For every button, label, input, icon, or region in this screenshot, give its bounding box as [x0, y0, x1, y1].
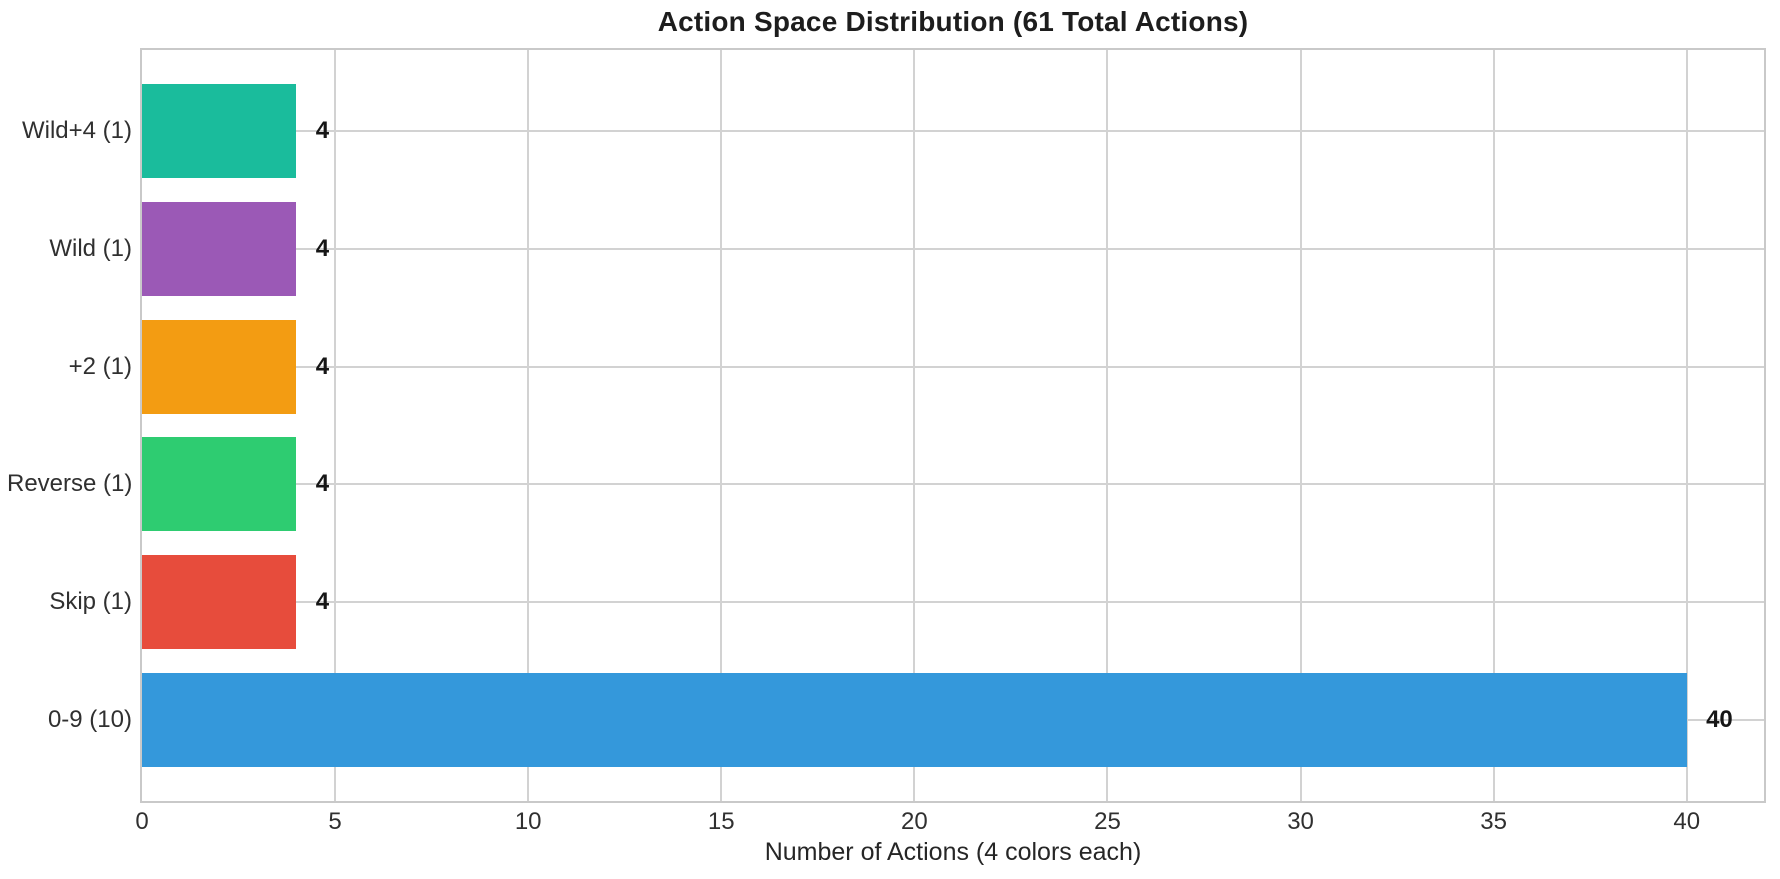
gridline-vertical-25	[1106, 50, 1109, 801]
bar-value-label-5: 40	[1706, 705, 1733, 733]
bar-3	[142, 437, 297, 532]
x-tick-label-35: 35	[1480, 808, 1508, 835]
bar-2	[142, 319, 297, 414]
chart-title: Action Space Distribution (61 Total Acti…	[657, 6, 1249, 37]
bar-value-label-4: 4	[315, 588, 330, 616]
y-tick-label-5: 0-9 (10)	[47, 705, 132, 733]
bar-0	[142, 84, 297, 179]
gridline-horizontal-4	[142, 601, 1764, 604]
bar-value-label-3: 4	[315, 470, 330, 498]
gridline-vertical-35	[1492, 50, 1495, 801]
gridline-vertical-20	[913, 50, 916, 801]
gridline-horizontal-0	[142, 130, 1764, 133]
x-tick-label-5: 5	[328, 808, 342, 835]
gridline-vertical-40	[1685, 50, 1688, 801]
bar-5	[142, 672, 1687, 767]
x-tick-label-15: 15	[707, 808, 735, 835]
bar-value-label-0: 4	[315, 117, 330, 145]
gridline-vertical-10	[527, 50, 530, 801]
plot-area: 4 4 4 4 4 40	[140, 48, 1766, 803]
gridline-horizontal-1	[142, 247, 1764, 250]
x-tick-label-10: 10	[514, 808, 542, 835]
x-tick-label-40: 40	[1673, 808, 1701, 835]
bar-value-label-2: 4	[315, 352, 330, 380]
gridline-horizontal-3	[142, 483, 1764, 486]
x-tick-label-20: 20	[901, 808, 928, 835]
x-axis-title: Number of Actions (4 colors each)	[764, 838, 1142, 866]
gridline-vertical-15	[720, 50, 723, 801]
gridline-vertical-5	[334, 50, 337, 801]
x-tick-label-30: 30	[1287, 808, 1314, 835]
gridline-horizontal-2	[142, 365, 1764, 368]
y-tick-label-4: Skip (1)	[49, 588, 132, 616]
bar-1	[142, 201, 297, 296]
gridline-vertical-30	[1299, 50, 1302, 801]
bar-value-label-1: 4	[315, 234, 330, 262]
x-tick-label-0: 0	[135, 808, 149, 835]
y-tick-label-2: +2 (1)	[68, 352, 132, 380]
x-tick-label-25: 25	[1094, 808, 1121, 835]
y-tick-label-3: Reverse (1)	[7, 470, 133, 498]
bar-4	[142, 554, 297, 650]
y-tick-label-1: Wild (1)	[49, 234, 132, 262]
y-tick-label-0: Wild+4 (1)	[21, 117, 132, 145]
